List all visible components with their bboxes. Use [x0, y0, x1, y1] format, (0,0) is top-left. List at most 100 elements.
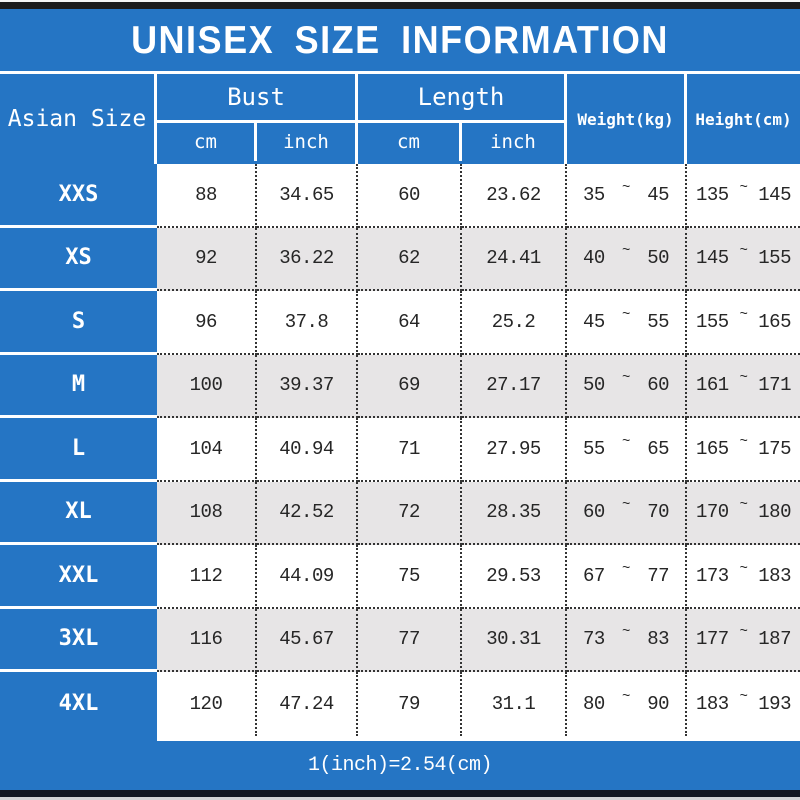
bust-cm-value: 104	[157, 418, 257, 482]
bust-cm-value: 112	[157, 545, 257, 609]
weight-min: 40	[583, 247, 605, 270]
table-row: XL 108 42.52 72 28.35 60 ~70 170 ~180	[0, 481, 800, 545]
weight-range: 80 ~90	[567, 672, 687, 736]
range-tilde: ~	[622, 560, 630, 577]
page-title: UNISEX SIZE INFORMATION	[131, 17, 669, 62]
footer-bar: 1(inch)=2.54(cm)	[0, 740, 800, 790]
title-bar: UNISEX SIZE INFORMATION	[0, 9, 800, 71]
size-label: S	[0, 291, 157, 355]
length-cm-value: 71	[358, 418, 462, 482]
length-cm-value: 62	[358, 227, 462, 291]
col-header-weight: Weight(kg)	[567, 74, 687, 164]
length-inch-value: 24.41	[462, 227, 567, 291]
col-header-length-cm: cm	[358, 123, 462, 161]
bust-cm-value: 100	[157, 354, 257, 418]
weight-max: 55	[647, 310, 669, 333]
col-group-length-label: Length	[358, 74, 564, 123]
weight-min: 80	[583, 692, 605, 715]
table-row: XXS 88 34.65 60 23.62 35 ~45 135 ~145	[0, 164, 800, 228]
weight-range: 35 ~45	[567, 164, 687, 228]
weight-range: 40 ~50	[567, 227, 687, 291]
weight-range: 45 ~55	[567, 291, 687, 355]
range-tilde: ~	[622, 433, 630, 450]
height-min: 170	[696, 501, 729, 524]
size-label: XXS	[0, 164, 157, 228]
height-max: 187	[758, 628, 791, 651]
range-tilde: ~	[739, 433, 748, 450]
bust-cm-value: 92	[157, 227, 257, 291]
length-inch-value: 25.2	[462, 291, 567, 355]
length-cm-value: 75	[358, 545, 462, 609]
bust-cm-value: 120	[157, 672, 257, 736]
length-inch-value: 30.31	[462, 608, 567, 672]
table-row: M 100 39.37 69 27.17 50 ~60 161 ~171	[0, 354, 800, 418]
col-header-height: Height(cm)	[687, 74, 800, 164]
table-header: Asian Size Bust cm inch Length cm inch W…	[0, 74, 800, 164]
bust-inch-value: 44.09	[257, 545, 358, 609]
length-inch-value: 31.1	[462, 672, 567, 736]
height-min: 161	[696, 374, 729, 397]
height-range: 145 ~155	[687, 227, 800, 291]
weight-range: 50 ~60	[567, 354, 687, 418]
length-inch-value: 27.95	[462, 418, 567, 482]
col-group-bust-subheaders: cm inch	[157, 123, 355, 161]
weight-max: 50	[647, 247, 669, 270]
range-tilde: ~	[739, 688, 748, 705]
range-tilde: ~	[739, 179, 748, 196]
height-min: 155	[696, 310, 729, 333]
weight-max: 60	[647, 374, 669, 397]
height-range: 173 ~183	[687, 545, 800, 609]
size-label: L	[0, 418, 157, 482]
col-header-bust-inch: inch	[283, 131, 329, 153]
bust-inch-value: 42.52	[257, 481, 358, 545]
weight-min: 73	[583, 628, 605, 651]
length-cm-value: 69	[358, 354, 462, 418]
length-inch-value: 27.17	[462, 354, 567, 418]
weight-max: 83	[647, 628, 669, 651]
bottom-light-line	[0, 796, 800, 800]
size-column-stub	[0, 735, 157, 741]
bust-inch-value: 40.94	[257, 418, 358, 482]
bust-inch-value: 36.22	[257, 227, 358, 291]
bust-inch-value: 39.37	[257, 354, 358, 418]
length-inch-value: 28.35	[462, 481, 567, 545]
bottom-black-bar	[0, 789, 800, 797]
weight-max: 65	[647, 437, 669, 460]
size-label: XL	[0, 481, 157, 545]
height-range: 177 ~187	[687, 608, 800, 672]
col-group-length: Length cm inch	[358, 74, 567, 164]
bust-cm-value: 88	[157, 164, 257, 228]
range-tilde: ~	[622, 179, 630, 196]
col-header-length-inch: inch	[490, 131, 536, 153]
table-row: L 104 40.94 71 27.95 55 ~65 165 ~175	[0, 418, 800, 482]
weight-max: 45	[647, 183, 669, 206]
weight-min: 67	[583, 564, 605, 587]
bust-cm-value: 108	[157, 481, 257, 545]
table-footer-gap	[0, 735, 800, 741]
height-range: 155 ~165	[687, 291, 800, 355]
weight-min: 55	[583, 437, 605, 460]
range-tilde: ~	[622, 306, 630, 323]
weight-min: 60	[583, 501, 605, 524]
title-separator	[0, 71, 800, 74]
height-max: 165	[758, 310, 791, 333]
conversion-note: 1(inch)=2.54(cm)	[307, 753, 493, 777]
length-cm-value: 64	[358, 291, 462, 355]
height-min: 173	[696, 564, 729, 587]
size-label: M	[0, 354, 157, 418]
bust-cm-value: 116	[157, 608, 257, 672]
height-min: 165	[696, 437, 729, 460]
col-group-length-subheaders: cm inch	[358, 123, 564, 161]
table-body: XXS 88 34.65 60 23.62 35 ~45 135 ~145 XS 9…	[0, 164, 800, 736]
table-row: 4XL 120 47.24 79 31.1 80 ~90 183 ~193	[0, 672, 800, 736]
range-tilde: ~	[739, 560, 748, 577]
weight-range: 55 ~65	[567, 418, 687, 482]
table-row: XS 92 36.22 62 24.41 40 ~50 145 ~155	[0, 227, 800, 291]
height-range: 183 ~193	[687, 672, 800, 736]
height-max: 171	[758, 374, 791, 397]
range-tilde: ~	[739, 497, 748, 514]
bust-cm-value: 96	[157, 291, 257, 355]
bust-inch-value: 37.8	[257, 291, 358, 355]
weight-min: 50	[583, 374, 605, 397]
